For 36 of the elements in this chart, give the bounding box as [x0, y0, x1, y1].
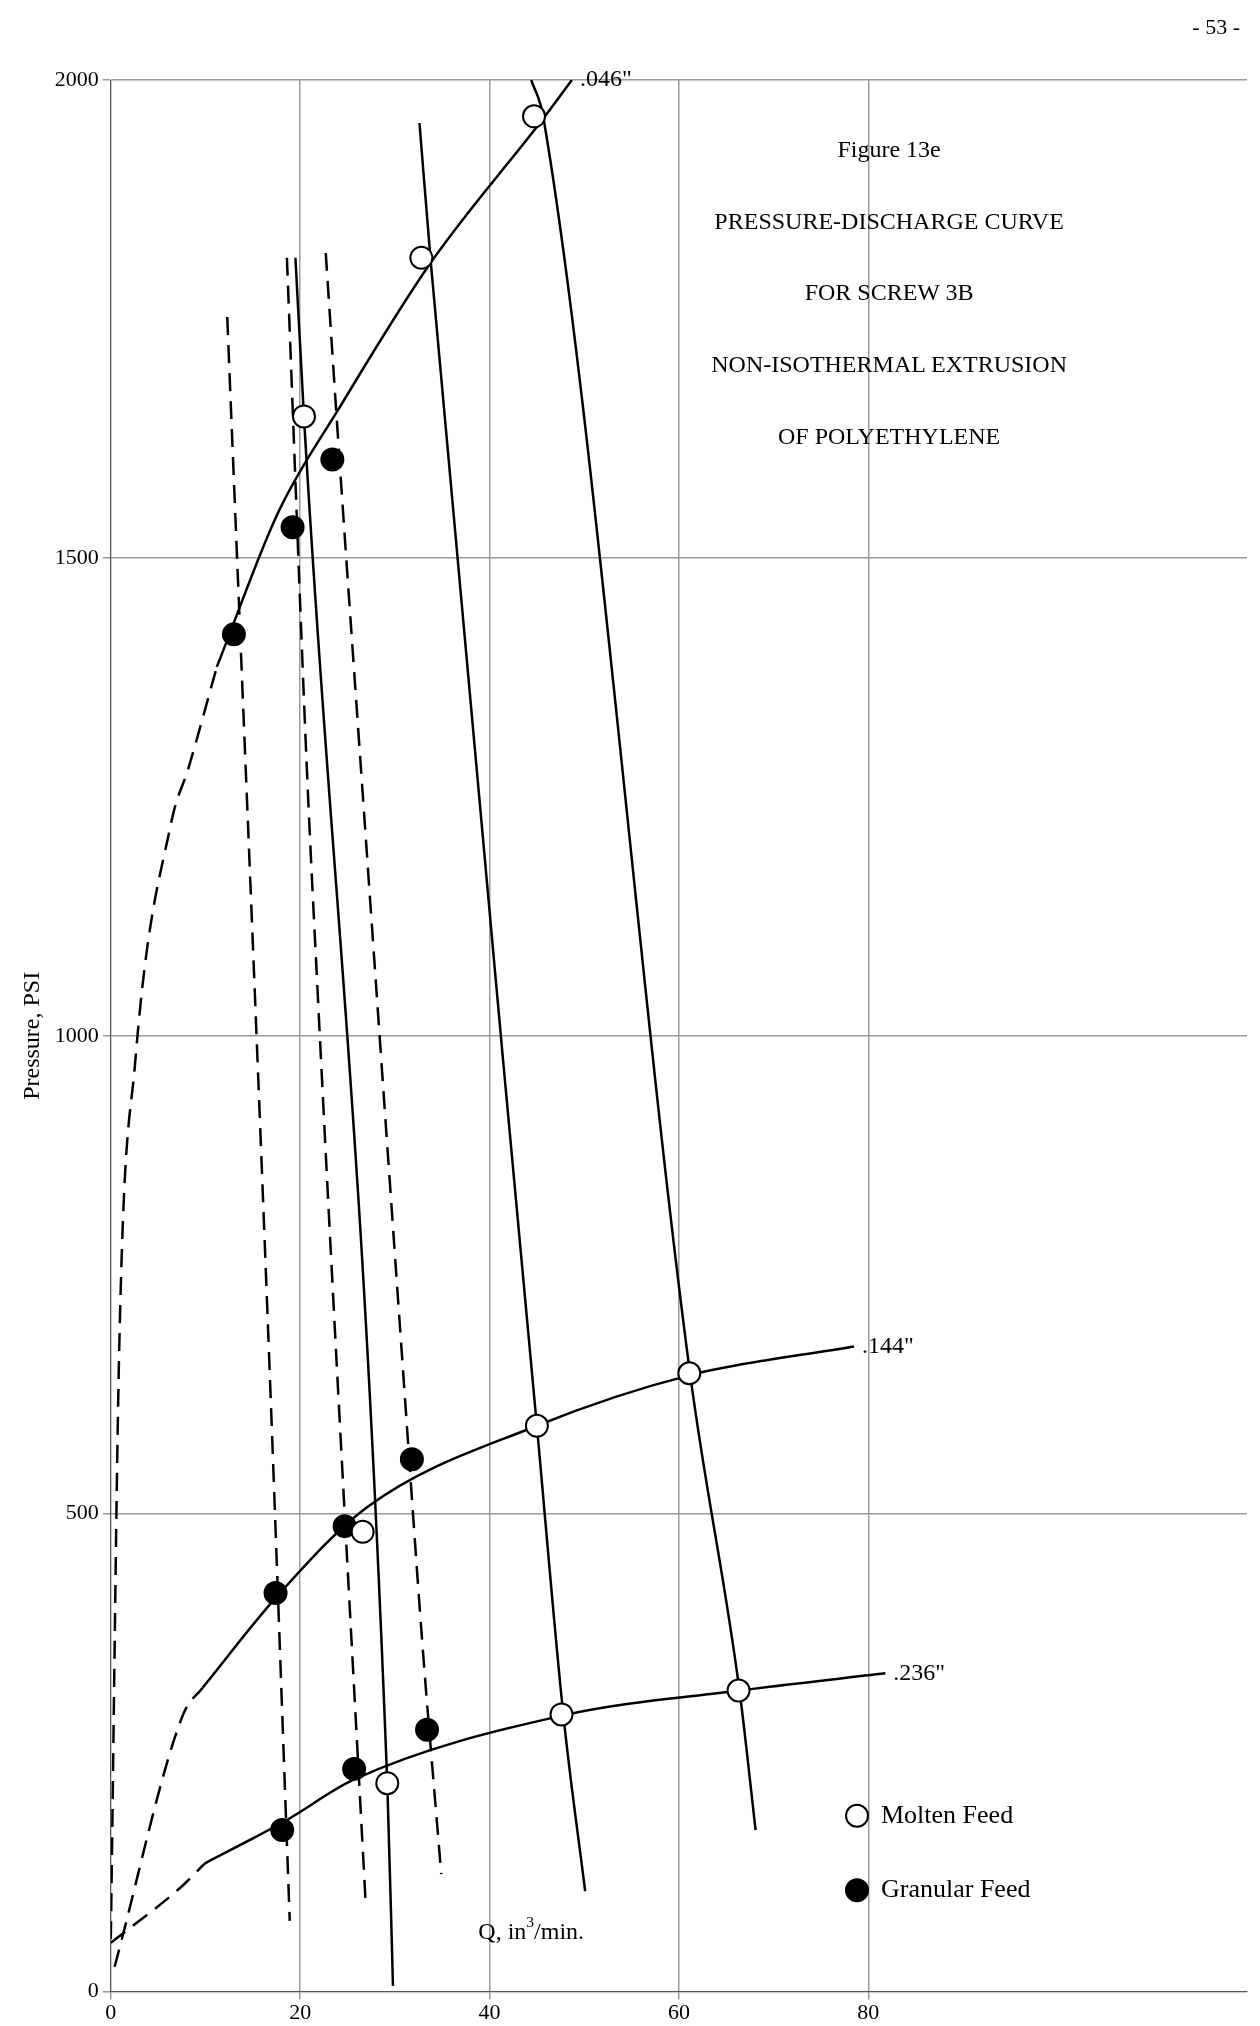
point — [524, 1413, 549, 1438]
x-tick-label: 60 — [667, 1998, 690, 2024]
point — [549, 1702, 574, 1727]
point — [270, 1818, 295, 1843]
point — [221, 622, 246, 647]
y-tick-label: 1500 — [54, 543, 99, 569]
point — [415, 1717, 440, 1742]
legend-label: Molten Feed — [881, 1799, 1014, 1829]
series-label: .046" — [579, 65, 632, 92]
point — [263, 1581, 288, 1606]
x-tick-label: 20 — [289, 1998, 312, 2024]
series-label: .236" — [893, 1658, 946, 1685]
point — [522, 104, 547, 129]
point — [320, 447, 345, 472]
text: - 53 - — [1192, 14, 1240, 40]
point — [350, 1519, 375, 1544]
y-axis-title: Pressure, PSI — [17, 971, 44, 1100]
point — [677, 1361, 702, 1386]
x-tick-label: 80 — [857, 1998, 880, 2024]
y-tick-label: 500 — [65, 1499, 99, 1525]
point — [409, 245, 434, 270]
y-tick-label: 0 — [87, 1977, 99, 2003]
x-tick-label: 0 — [105, 1998, 117, 2024]
point — [291, 404, 316, 429]
point — [726, 1678, 751, 1703]
point — [342, 1756, 367, 1781]
point — [280, 515, 305, 540]
text: PRESSURE-DISCHARGE CURVE FOR SCREW 3B NON-ISOTHERMAL EXTRUSION OF POLYETHYLENE — [711, 207, 1067, 449]
text: Figure 13e — [837, 136, 941, 163]
point — [399, 1447, 424, 1472]
y-tick-label: 2000 — [54, 65, 99, 91]
legend-label: Granular Feed — [881, 1874, 1031, 1904]
x-tick-label: 40 — [478, 1998, 501, 2024]
y-tick-label: 1000 — [54, 1021, 99, 1047]
point — [375, 1771, 400, 1796]
series-label: .144" — [862, 1331, 914, 1358]
